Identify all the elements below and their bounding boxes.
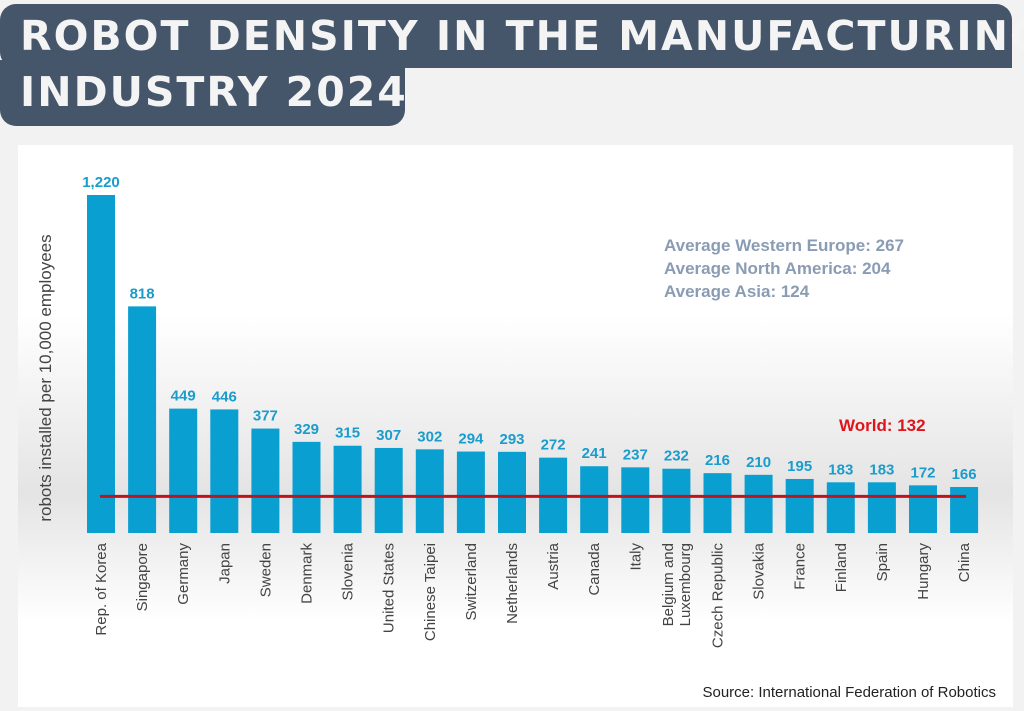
svg-text:Singapore: Singapore <box>134 543 151 611</box>
bar-0 <box>87 195 115 533</box>
x-tick-label-19: Spain <box>874 543 891 581</box>
data-label-17: 195 <box>787 458 812 475</box>
bar-9 <box>456 451 485 533</box>
title-banner <box>0 4 1012 68</box>
data-label-4: 377 <box>253 408 278 425</box>
x-tick-label-12: Canada <box>586 542 603 595</box>
bar-1 <box>128 306 157 533</box>
source-note: Source: International Federation of Robo… <box>702 684 996 701</box>
svg-text:Switzerland: Switzerland <box>463 543 480 621</box>
data-label-5: 329 <box>294 421 319 438</box>
bar-21 <box>950 487 979 533</box>
chart-title-line-2: INDUSTRY 2024 <box>20 68 408 116</box>
x-tick-label-8: Chinese Taipei <box>422 543 439 641</box>
x-tick-label-18: Finland <box>833 543 850 592</box>
svg-text:Canada: Canada <box>586 542 603 595</box>
x-tick-label-13: Italy <box>627 543 644 571</box>
bar-12 <box>580 466 609 533</box>
x-tick-label-20: Hungary <box>915 543 932 600</box>
bar-19 <box>867 482 896 533</box>
x-tick-label-14: Belgium and Luxembourg <box>660 543 694 626</box>
x-tick-label-6: Slovenia <box>340 542 357 600</box>
bar-13 <box>621 467 650 533</box>
data-label-21: 166 <box>952 466 977 483</box>
svg-text:Spain: Spain <box>874 543 891 581</box>
data-label-20: 172 <box>910 464 935 481</box>
x-tick-label-7: United States <box>381 543 398 633</box>
data-label-12: 241 <box>582 445 607 462</box>
svg-text:Sweden: Sweden <box>257 543 274 597</box>
bar-14 <box>662 468 691 533</box>
data-label-13: 237 <box>623 446 648 463</box>
bar-17 <box>785 478 814 533</box>
data-label-8: 302 <box>417 428 442 445</box>
svg-text:Netherlands: Netherlands <box>504 543 521 624</box>
x-tick-label-17: France <box>792 543 809 590</box>
data-label-15: 216 <box>705 452 730 469</box>
x-tick-label-2: Germany <box>175 543 192 605</box>
svg-text:China: China <box>956 542 973 582</box>
x-tick-label-16: Slovakia <box>751 542 768 599</box>
data-label-11: 272 <box>541 437 566 454</box>
annotation-north-america: Average North America: 204 <box>664 259 891 278</box>
svg-text:Rep. of Korea: Rep. of Korea <box>93 542 110 635</box>
svg-text:Czech Republic: Czech Republic <box>710 543 727 649</box>
data-label-9: 294 <box>458 431 484 448</box>
x-tick-label-1: Singapore <box>134 543 151 611</box>
bar-8 <box>415 449 444 533</box>
svg-text:Austria: Austria <box>545 542 562 589</box>
bar-5 <box>292 441 321 533</box>
bar-6 <box>333 445 362 533</box>
svg-text:France: France <box>792 543 809 590</box>
world-average-label: World: 132 <box>839 416 926 435</box>
bar-7 <box>374 447 403 533</box>
bar-10 <box>498 451 526 533</box>
data-label-2: 449 <box>171 388 196 405</box>
x-tick-label-11: Austria <box>545 542 562 589</box>
chart-title-line-1: ROBOT DENSITY IN THE MANUFACTURING <box>20 12 1024 60</box>
data-label-19: 183 <box>869 461 894 478</box>
svg-text:Italy: Italy <box>627 543 644 571</box>
x-tick-label-0: Rep. of Korea <box>93 542 110 635</box>
x-tick-label-4: Sweden <box>257 543 274 597</box>
bar-4 <box>251 428 280 533</box>
title-banner-tail <box>0 60 405 126</box>
svg-text:Japan: Japan <box>216 543 233 584</box>
data-label-10: 293 <box>499 431 524 448</box>
x-tick-label-3: Japan <box>216 543 233 584</box>
data-label-3: 446 <box>212 388 237 405</box>
data-label-14: 232 <box>664 448 689 465</box>
svg-text:Luxembourg: Luxembourg <box>677 543 694 626</box>
bar-20 <box>909 485 937 533</box>
data-label-6: 315 <box>335 425 360 442</box>
x-tick-label-21: China <box>956 542 973 582</box>
data-label-0: 1,220 <box>82 174 120 191</box>
svg-text:Slovakia: Slovakia <box>751 542 768 599</box>
x-tick-label-5: Denmark <box>299 543 316 604</box>
x-tick-label-9: Switzerland <box>463 543 480 621</box>
svg-text:Belgium and: Belgium and <box>660 543 677 626</box>
svg-text:Denmark: Denmark <box>299 543 316 604</box>
svg-text:Chinese Taipei: Chinese Taipei <box>422 543 439 641</box>
bar-18 <box>826 482 855 533</box>
data-label-18: 183 <box>828 461 853 478</box>
bar-16 <box>744 474 773 533</box>
svg-text:Germany: Germany <box>175 543 192 605</box>
bar-3 <box>210 409 239 533</box>
x-tick-label-10: Netherlands <box>504 543 521 624</box>
data-label-1: 818 <box>130 285 155 302</box>
svg-text:Hungary: Hungary <box>915 543 932 600</box>
annotation-asia: Average Asia: 124 <box>664 282 810 301</box>
svg-text:United States: United States <box>381 543 398 633</box>
annotation-western-europe: Average Western Europe: 267 <box>664 236 904 255</box>
bar-15 <box>703 473 732 533</box>
data-label-16: 210 <box>746 454 771 471</box>
svg-text:Finland: Finland <box>833 543 850 592</box>
data-label-7: 307 <box>376 427 401 444</box>
x-tick-label-15: Czech Republic <box>710 543 727 649</box>
bar-2 <box>169 408 198 533</box>
svg-text:Slovenia: Slovenia <box>340 542 357 600</box>
